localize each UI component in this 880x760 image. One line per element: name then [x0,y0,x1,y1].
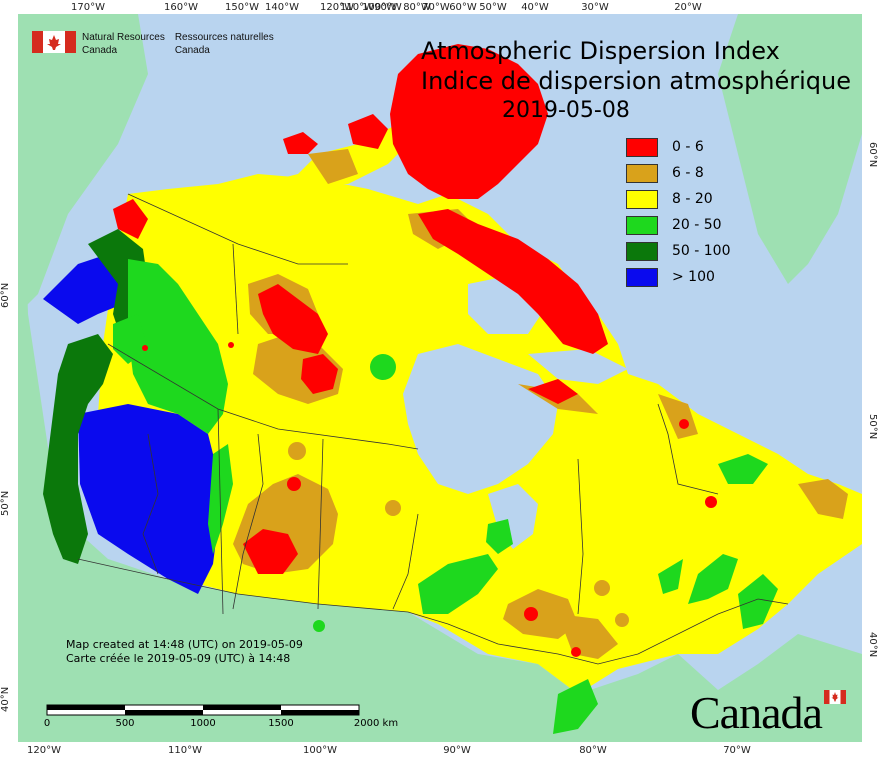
map-title-en: Atmospheric Dispersion Index [421,37,780,65]
scale-label: 1000 [190,718,216,729]
map-credits: Map created at 14:48 (UTC) on 2019-05-09… [66,638,303,666]
org-en-line2: Canada [82,45,118,56]
legend-label: 8 - 20 [672,191,713,207]
top-tick-label: 160°W [164,2,198,13]
outside-land [18,14,862,742]
legend-label: 0 - 6 [672,139,704,155]
legend-item: 8 - 20 [626,186,731,212]
bottom-tick-label: 90°W [443,745,471,756]
legend-swatch [626,189,658,209]
scale-label: 500 [115,718,135,729]
nrcan-header: Natural Resources Canada Ressources natu… [32,31,284,57]
legend-swatch [626,137,658,157]
right-tick-label: 40°N [867,632,878,658]
right-tick-label: 60°N [867,142,878,168]
wordmark-text: Canada [690,687,823,738]
org-fr-line2: Canada [174,45,210,56]
legend-item: 0 - 6 [626,134,731,160]
credit-line-fr: Carte créée le 2019-05-09 (UTC) à 14:48 [66,652,291,665]
scale-label: 0 [43,718,51,729]
bottom-tick-label: 120°W [27,745,61,756]
hudson-strait [528,349,628,384]
map-canvas[interactable] [18,14,862,742]
legend: 0 - 6 6 - 8 8 - 20 20 - 50 50 - 100 > 10… [626,134,731,290]
bottom-tick-label: 100°W [303,745,337,756]
top-tick-label: 40°W [521,2,549,13]
legend-label: 50 - 100 [672,243,731,259]
left-tick-label: 60°N [0,282,11,308]
scale-bar-graphic [46,704,360,716]
canada-wordmark-logo: Canada [690,686,846,739]
top-tick-label: 80°W [403,2,431,13]
org-name-en: Natural Resources Canada [82,31,165,57]
legend-label: 20 - 50 [672,217,722,233]
legend-label: 6 - 8 [672,165,704,181]
org-en-line1: Natural Resources [82,32,165,43]
left-tick-label: 50°N [0,490,11,516]
canada-flag-icon [32,31,76,53]
legend-item: 50 - 100 [626,238,731,264]
legend-item: > 100 [626,264,731,290]
scale-label: 2000 km [353,718,399,729]
top-tick-label: 50°W [479,2,507,13]
legend-swatch [626,215,658,235]
legend-swatch [626,163,658,183]
credit-line-en: Map created at 14:48 (UTC) on 2019-05-09 [66,638,303,651]
top-tick-label: 60°W [449,2,477,13]
top-tick-label: 150°W [225,2,259,13]
top-tick-label: 120°W [320,2,354,13]
top-tick-label: 30°W [581,2,609,13]
scale-label: 1500 [268,718,294,729]
map-frame [18,14,862,742]
map-date: 2019-05-08 [502,98,630,123]
top-tick-label: 70°W [422,2,450,13]
org-fr-line1: Ressources naturelles [174,32,274,43]
james-bay [488,484,538,549]
bottom-tick-label: 110°W [168,745,202,756]
legend-swatch [626,267,658,287]
zone-0-6 [113,44,717,657]
legend-item: 6 - 8 [626,160,731,186]
wordmark-flag-icon [824,690,846,704]
scale-bar: 0 500 1000 1500 2000 km [44,704,398,729]
org-name-fr: Ressources naturelles Canada [175,31,274,57]
us-border [77,558,789,665]
bottom-tick-label: 80°W [579,745,607,756]
map-title-fr: Indice de dispersion atmosphérique [421,67,852,95]
legend-swatch [626,241,658,261]
legend-label: > 100 [672,269,715,285]
zone-50-100 [43,229,148,564]
bottom-tick-label: 70°W [723,745,751,756]
legend-item: 20 - 50 [626,212,731,238]
top-tick-label: 20°W [674,2,702,13]
top-tick-label: 170°W [71,2,105,13]
left-tick-label: 40°N [0,686,11,712]
top-tick-label: 140°W [265,2,299,13]
top-tick-label: 90°W [374,2,402,13]
top-tick-label: 100°W [362,2,396,13]
zone-20-50 [113,259,778,734]
right-tick-label: 50°N [867,414,878,440]
province-boundaries [107,193,719,615]
hudson-bay [403,344,558,494]
top-tick-label: 110°W [340,2,374,13]
